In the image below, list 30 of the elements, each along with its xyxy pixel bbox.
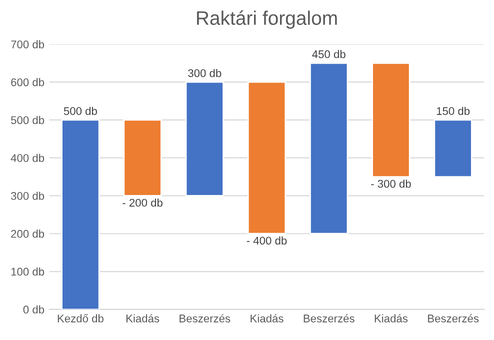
data-label: 450 db — [312, 50, 346, 58]
x-tick-label: Kezdő db — [58, 314, 104, 322]
bar — [61, 119, 100, 310]
data-label: - 300 db — [371, 180, 411, 188]
bar — [372, 62, 410, 178]
bar — [310, 62, 348, 234]
x-tick-label: Beszerzés — [180, 314, 230, 322]
x-tick-label: Kiadás — [126, 314, 160, 322]
y-tick-label: 700 db — [11, 40, 44, 48]
data-label: 300 db — [188, 68, 222, 78]
y-tick-label: 500 db — [11, 116, 44, 124]
x-tick-label: Beszerzés — [428, 314, 479, 322]
y-tick-label: 600 db — [11, 78, 44, 86]
y-tick-label: 300 db — [10, 192, 44, 200]
y-tick-label: 400 db — [10, 154, 44, 162]
bar — [185, 81, 224, 196]
y-tick-label: 0 db — [23, 305, 44, 314]
data-label: 150 db — [436, 106, 470, 115]
chart-title: Raktári forgalom — [197, 10, 337, 29]
y-tick-label: 100 db — [11, 267, 44, 276]
bar — [434, 119, 472, 178]
x-tick-label: Kiadás — [250, 314, 284, 322]
data-label: - 200 db — [122, 198, 162, 207]
bar — [123, 119, 162, 196]
x-tick-label: Kiadás — [374, 314, 408, 322]
x-tick-label: Beszerzés — [304, 314, 354, 322]
data-label: - 400 db — [246, 236, 287, 245]
bar — [247, 81, 286, 234]
y-tick-label: 200 db — [11, 230, 44, 238]
data-label: 500 db — [64, 106, 97, 115]
